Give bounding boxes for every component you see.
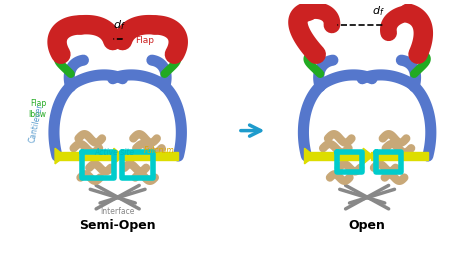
Polygon shape xyxy=(304,148,314,164)
Polygon shape xyxy=(114,148,124,164)
Polygon shape xyxy=(371,152,428,160)
Text: Interface: Interface xyxy=(101,207,135,216)
Polygon shape xyxy=(363,148,373,164)
Polygon shape xyxy=(55,148,65,164)
Polygon shape xyxy=(306,152,363,160)
Polygon shape xyxy=(57,152,114,160)
Text: $d_f$: $d_f$ xyxy=(113,18,126,32)
Text: $d_f$: $d_f$ xyxy=(371,4,384,18)
Text: Semi-Open: Semi-Open xyxy=(79,219,156,232)
Text: Flap
Ibow: Flap Ibow xyxy=(28,99,46,119)
Text: Fulcrum: Fulcrum xyxy=(143,146,174,155)
Text: Flap: Flap xyxy=(135,36,154,45)
Polygon shape xyxy=(122,152,178,160)
Text: Cantilever: Cantilever xyxy=(28,103,45,143)
Text: Active site: Active site xyxy=(95,148,135,157)
Text: Open: Open xyxy=(349,219,386,232)
